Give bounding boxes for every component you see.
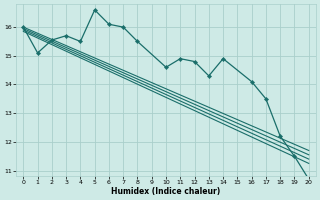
X-axis label: Humidex (Indice chaleur): Humidex (Indice chaleur) — [111, 187, 221, 196]
